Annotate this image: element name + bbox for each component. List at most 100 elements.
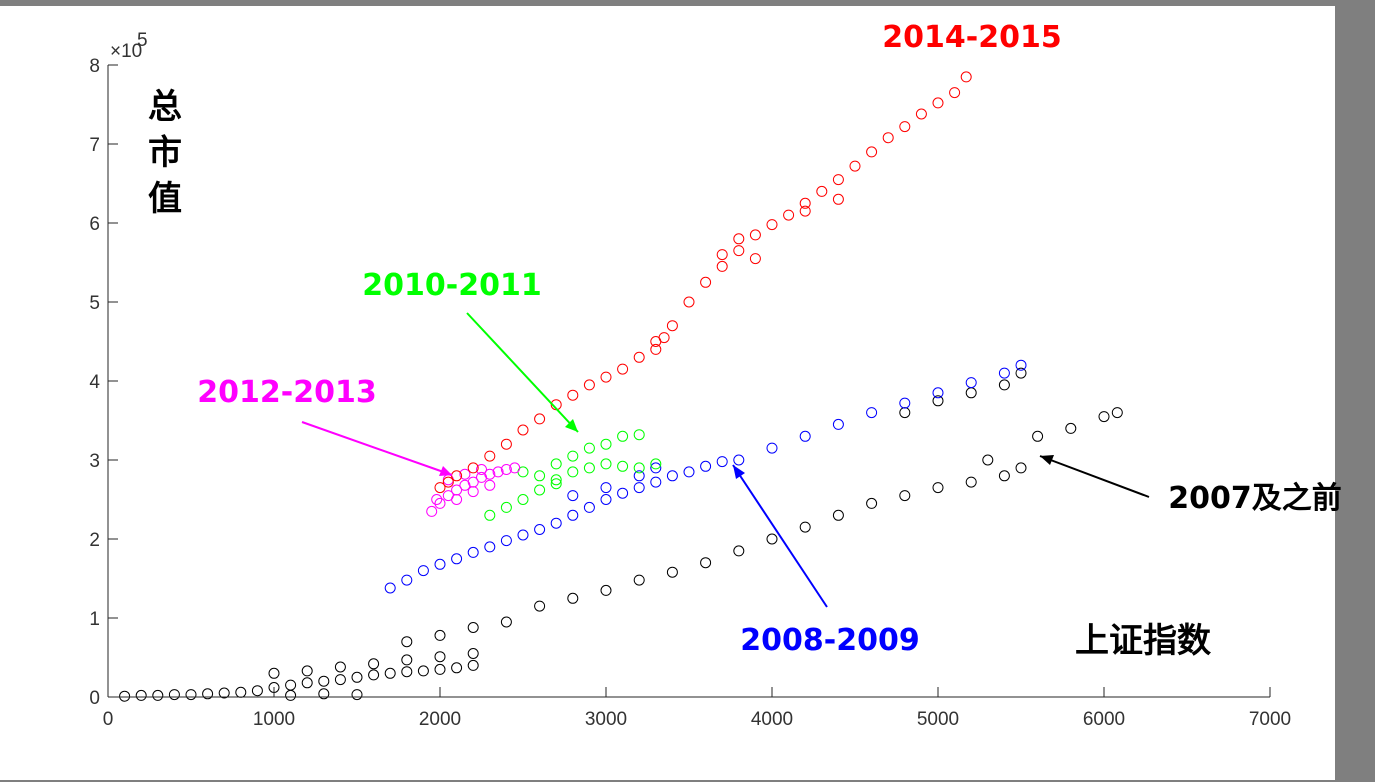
data-point	[866, 407, 878, 419]
y-tick-label: 7	[89, 135, 100, 156]
data-point	[517, 494, 529, 505]
data-point	[534, 524, 546, 535]
data-point	[617, 460, 629, 472]
data-point	[434, 482, 446, 494]
data-point	[749, 253, 761, 265]
arrowhead-2010-2011	[565, 419, 578, 432]
series-2014-2015	[434, 71, 972, 494]
axes: 0 1000 2000 3000 4000 5000 6000 7000 0 1 2 3 4 5 6 7 8	[89, 56, 1291, 730]
x-tick-label: 2000	[419, 709, 461, 730]
data-point	[500, 501, 512, 513]
y-tick-label: 4	[89, 372, 100, 393]
data-point	[152, 689, 164, 701]
data-point	[600, 438, 612, 450]
data-point	[982, 454, 994, 466]
data-point	[932, 387, 944, 399]
data-point	[965, 377, 977, 389]
x-tick-label: 7000	[1249, 709, 1291, 730]
data-point	[949, 87, 961, 99]
data-point	[351, 689, 363, 701]
data-point	[932, 395, 944, 407]
data-point	[899, 397, 911, 409]
data-point	[882, 132, 894, 144]
data-point	[567, 466, 579, 478]
data-point	[965, 476, 977, 488]
x-tick-label: 3000	[585, 709, 627, 730]
data-point	[135, 689, 147, 701]
data-point	[650, 458, 662, 470]
data-point	[285, 689, 297, 701]
arrowhead-2012-2013	[439, 466, 452, 476]
data-point	[401, 636, 413, 648]
data-point	[301, 665, 313, 677]
data-point	[517, 424, 529, 436]
arrow-2012-2013	[301, 421, 453, 476]
data-point	[368, 669, 380, 681]
data-point	[998, 379, 1010, 391]
data-point	[550, 517, 562, 529]
data-point	[583, 442, 595, 454]
data-point	[617, 430, 629, 442]
data-point	[500, 438, 512, 450]
data-point	[915, 108, 927, 120]
data-point	[733, 233, 745, 245]
x-tick-label: 5000	[917, 709, 959, 730]
data-point	[500, 464, 512, 475]
data-point	[509, 462, 521, 474]
arrowhead-2008-2009	[733, 465, 745, 479]
data-point	[384, 667, 396, 679]
data-point	[334, 661, 346, 673]
data-point	[733, 454, 745, 466]
label-2012-2013: 2012-2013	[197, 375, 376, 410]
data-point	[633, 482, 645, 494]
label-2014-2015: 2014-2015	[882, 20, 1061, 55]
arrowhead-2007	[1040, 455, 1054, 465]
annotation-arrows	[301, 312, 1150, 608]
data-point	[401, 654, 413, 666]
data-point	[832, 174, 844, 186]
data-point	[633, 462, 645, 474]
data-point	[583, 379, 595, 391]
data-point	[849, 160, 861, 172]
data-point	[467, 622, 479, 633]
data-point	[534, 600, 546, 612]
data-point	[1015, 359, 1027, 371]
y-tick-label: 1	[89, 609, 100, 630]
data-point	[1111, 407, 1123, 419]
data-point	[866, 146, 878, 158]
label-2007: 2007及之前	[1168, 481, 1342, 516]
data-point	[368, 658, 380, 670]
data-point	[633, 574, 645, 586]
x-tick-label: 6000	[1083, 709, 1125, 730]
data-point	[567, 450, 579, 462]
series-2007及之前	[119, 367, 1123, 702]
data-point	[268, 667, 280, 679]
data-point	[434, 651, 446, 663]
y-ticks: 0 1 2 3 4 5 6 7 8	[89, 56, 118, 709]
data-point	[534, 470, 546, 482]
data-point	[168, 689, 180, 701]
data-point	[650, 462, 662, 474]
data-point	[384, 582, 396, 594]
data-point	[434, 558, 446, 570]
data-point	[733, 545, 745, 557]
y-exponent-label: ×10	[110, 41, 142, 62]
series-2010-2011	[484, 429, 662, 521]
label-2010-2011: 2010-2011	[362, 268, 541, 303]
data-point	[442, 476, 454, 488]
data-point	[1065, 422, 1077, 434]
data-point	[716, 456, 728, 468]
data-point	[683, 466, 695, 478]
arrow-2008-2009	[732, 464, 828, 608]
data-point	[683, 296, 695, 308]
data-point	[716, 260, 728, 272]
x-ticks: 0 1000 2000 3000 4000 5000 6000 7000	[103, 687, 1291, 730]
data-point	[434, 629, 446, 641]
data-point	[467, 462, 479, 474]
data-point	[733, 245, 745, 257]
data-point	[583, 501, 595, 513]
data-point	[434, 497, 446, 509]
data-point	[476, 464, 487, 475]
data-point	[417, 665, 429, 677]
data-point	[600, 371, 612, 383]
